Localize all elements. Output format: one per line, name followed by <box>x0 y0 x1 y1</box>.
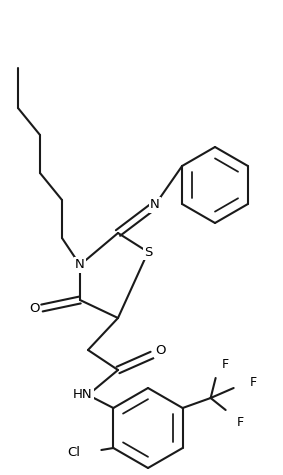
Text: O: O <box>155 343 165 357</box>
Text: HN: HN <box>73 389 93 401</box>
Text: O: O <box>29 302 39 314</box>
Text: N: N <box>75 258 85 272</box>
Text: S: S <box>144 246 152 258</box>
Text: F: F <box>250 377 257 389</box>
Text: N: N <box>150 199 160 211</box>
Text: F: F <box>222 359 229 371</box>
Text: Cl: Cl <box>67 446 80 459</box>
Text: F: F <box>237 417 244 429</box>
